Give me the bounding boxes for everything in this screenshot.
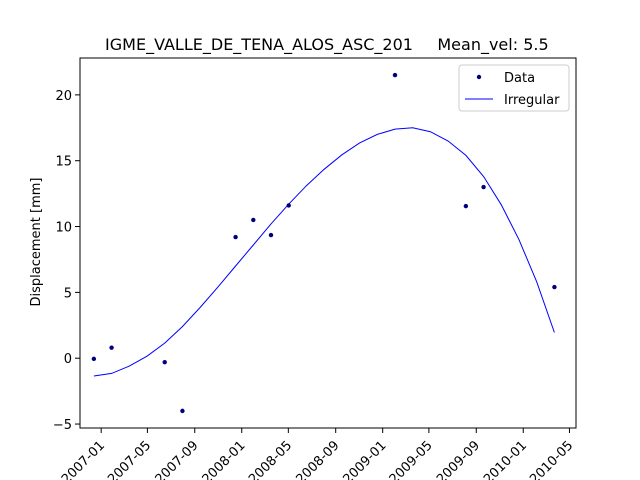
data-point	[552, 284, 557, 290]
legend-label: Data	[504, 71, 535, 86]
legend: Data Irregular	[458, 64, 570, 112]
chart-subtitle: Mean_vel: 5.5	[437, 35, 548, 55]
legend-marker-data	[476, 74, 482, 80]
legend-label: Irregular	[504, 93, 560, 108]
x-tick-label: 2010-01	[481, 438, 530, 480]
data-point	[162, 359, 167, 365]
chart-title: IGME_VALLE_DE_TENA_ALOS_ASC_201	[105, 35, 413, 55]
x-tick-label: 2008-01	[200, 438, 249, 480]
y-tick-label: 10	[55, 221, 72, 236]
data-point	[251, 217, 256, 223]
y-tick-label: 15	[55, 155, 72, 170]
x-axis: 2007-012007-052007-092008-012008-052008-…	[59, 428, 576, 480]
x-tick-label: 2009-01	[340, 438, 389, 480]
plot-frame	[79, 57, 577, 429]
y-axis-label: Displacement [mm]	[29, 178, 44, 307]
data-point	[109, 345, 114, 350]
x-tick-label: 2009-05	[387, 438, 436, 480]
x-tick-label: 2010-05	[527, 438, 576, 480]
data-point	[463, 203, 469, 209]
data-point	[180, 408, 185, 414]
data-point	[268, 232, 274, 238]
data-point	[481, 184, 486, 190]
data-point	[392, 72, 398, 78]
series-irregular-line	[93, 127, 555, 377]
x-tick-label: 2007-01	[59, 438, 108, 480]
y-tick-label: −5	[53, 418, 72, 433]
y-tick-label: 5	[64, 286, 72, 301]
data-point	[233, 234, 238, 240]
x-tick-label: 2007-05	[105, 438, 154, 480]
x-tick-label: 2008-05	[246, 438, 295, 480]
plot-area	[91, 72, 557, 414]
x-tick-label: 2008-09	[294, 438, 343, 480]
x-tick-label: 2009-09	[434, 438, 483, 480]
y-axis: −5 0 5 10 15 20	[53, 89, 80, 433]
y-tick-label: 20	[55, 89, 72, 104]
data-point	[91, 356, 97, 362]
x-tick-label: 2007-09	[153, 438, 202, 480]
data-point	[286, 203, 291, 208]
y-tick-label: 0	[64, 352, 72, 367]
